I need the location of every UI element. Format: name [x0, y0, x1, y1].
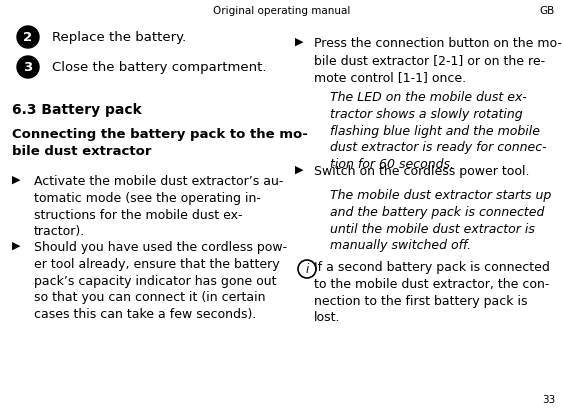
Text: Connecting the battery pack to the mo-
bile dust extractor: Connecting the battery pack to the mo- b…	[12, 128, 308, 157]
Text: Replace the battery.: Replace the battery.	[52, 30, 186, 44]
Text: 2: 2	[24, 30, 33, 44]
Text: If a second battery pack is connected
to the mobile dust extractor, the con-
nec: If a second battery pack is connected to…	[314, 261, 550, 324]
Text: The mobile dust extractor starts up
and the battery pack is connected
until the : The mobile dust extractor starts up and …	[330, 189, 551, 252]
Text: 33: 33	[542, 395, 555, 405]
Text: Activate the mobile dust extractor’s au-
tomatic mode (see the operating in-
str: Activate the mobile dust extractor’s au-…	[34, 175, 283, 238]
Text: Switch on the cordless power tool.: Switch on the cordless power tool.	[314, 165, 529, 178]
Text: Close the battery compartment.: Close the battery compartment.	[52, 60, 266, 74]
Text: ▶: ▶	[12, 241, 20, 251]
Text: The LED on the mobile dust ex-
tractor shows a slowly rotating
flashing blue lig: The LED on the mobile dust ex- tractor s…	[330, 91, 547, 171]
Text: ▶: ▶	[295, 37, 303, 47]
Text: Original operating manual: Original operating manual	[213, 6, 350, 16]
Circle shape	[17, 56, 39, 78]
Text: GB: GB	[540, 6, 555, 16]
Text: 6.3 Battery pack: 6.3 Battery pack	[12, 103, 142, 117]
Text: i: i	[305, 263, 309, 275]
Text: ▶: ▶	[295, 165, 303, 175]
Circle shape	[17, 26, 39, 48]
Text: Press the connection button on the mo-
bile dust extractor [2-1] or on the re-
m: Press the connection button on the mo- b…	[314, 37, 562, 83]
Text: ▶: ▶	[12, 175, 20, 185]
Text: Should you have used the cordless pow-
er tool already, ensure that the battery
: Should you have used the cordless pow- e…	[34, 241, 287, 321]
Text: 3: 3	[24, 60, 33, 74]
